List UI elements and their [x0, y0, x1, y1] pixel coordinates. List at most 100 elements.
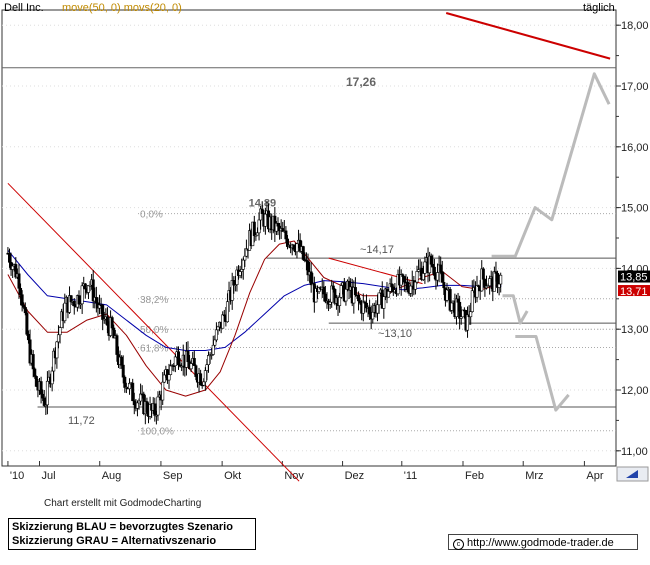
level-label: 17,26 [346, 75, 376, 89]
candle-body [409, 285, 413, 294]
candle-body [497, 283, 501, 288]
candle-body [456, 298, 460, 303]
candle-body [406, 282, 410, 291]
candle-body [309, 271, 313, 286]
candle-body [101, 304, 105, 320]
candle-body [132, 400, 136, 406]
candle-body [202, 381, 206, 386]
candle-body [238, 271, 242, 276]
trendline [328, 257, 423, 285]
trendline [445, 12, 611, 60]
candle-body [121, 364, 125, 378]
candle-body [401, 274, 405, 277]
candle-body [254, 234, 258, 237]
candle-body [442, 282, 446, 289]
x-tick-label: Mrz [525, 470, 543, 482]
source-url-box[interactable]: c http://www.godmode-trader.de [448, 534, 638, 550]
candle-body [344, 289, 348, 302]
candle-body [69, 295, 73, 303]
candle-body [167, 374, 171, 381]
candle-body [260, 208, 264, 214]
candle-body [323, 293, 327, 302]
level-label: ~13,10 [378, 328, 412, 340]
candle-body [330, 285, 334, 303]
y-tick-label: 17,00 [621, 81, 649, 93]
candle-body [23, 307, 27, 314]
candle-body [45, 380, 49, 406]
candle-body [120, 356, 124, 366]
x-tick-label: Apr [586, 470, 603, 482]
candle-body [322, 286, 326, 295]
candle-body [161, 381, 165, 401]
plot-frame [1, 9, 617, 467]
x-tick-label: Aug [102, 470, 122, 482]
legend-gray-scenario: Skizzierung GRAU = Alternativszenario [12, 535, 217, 547]
candle-body [39, 381, 43, 395]
candle-body [94, 297, 98, 304]
candle-body [338, 296, 342, 306]
candle-body [390, 283, 394, 288]
candle-body [421, 273, 425, 280]
candle-body [221, 314, 225, 329]
candle-body [402, 276, 406, 283]
scenario-path-up [491, 72, 611, 258]
x-tick-label: Okt [224, 470, 241, 482]
candle-body [499, 274, 503, 285]
x-tick-label: Dez [345, 470, 365, 482]
candle-body [376, 304, 380, 314]
copyright-icon: c [453, 539, 464, 550]
candle-body [58, 327, 62, 336]
candle-body [243, 255, 247, 261]
candle-body [382, 296, 386, 309]
candle-body [192, 358, 196, 366]
scenario-path-down [502, 294, 529, 325]
candle-body [145, 401, 149, 413]
y-tick-label: 15,00 [621, 203, 649, 215]
candle-body [331, 285, 335, 290]
candle-body [357, 294, 361, 302]
candle-body [257, 219, 261, 234]
candle-body [492, 271, 496, 292]
candle-body [387, 291, 391, 298]
candle-body [162, 374, 166, 383]
last-ma-badge [618, 285, 650, 297]
candle-body [72, 300, 76, 307]
candle-body [488, 278, 492, 287]
candle-body [225, 301, 229, 323]
y-tick-label: 12,00 [621, 385, 649, 397]
candle-body [199, 373, 203, 386]
level-label: ~14,17 [360, 244, 394, 256]
candle-body [301, 246, 305, 260]
candle-body [413, 281, 417, 290]
candle-body [252, 221, 256, 236]
candle-body [123, 376, 127, 388]
candle-body [173, 356, 177, 366]
candle-body [25, 312, 29, 335]
candle-body [63, 302, 67, 322]
candle-body [11, 265, 15, 270]
candle-body [481, 268, 485, 280]
candle-body [105, 316, 109, 326]
candle-body [263, 213, 267, 227]
candle-body [26, 333, 30, 341]
candle-body [368, 307, 372, 315]
candle-body [55, 341, 59, 359]
candle-body [328, 301, 332, 305]
candle-body [50, 370, 54, 385]
candle-body [153, 403, 157, 416]
candle-body [241, 259, 245, 270]
trendline [7, 182, 300, 482]
candle-body [207, 355, 211, 366]
candle-body [436, 272, 440, 281]
candle-body [80, 285, 84, 305]
y-tick-label: 13,00 [621, 324, 649, 336]
candle-body [115, 335, 119, 355]
candle-body [445, 289, 449, 301]
candle-body [448, 289, 452, 311]
x-tick-label: Jul [42, 470, 56, 482]
candle-body [110, 317, 114, 329]
source-url[interactable]: http://www.godmode-trader.de [467, 537, 614, 549]
candle-body [450, 302, 454, 311]
candle-body [20, 294, 24, 306]
fib-label: 100,0% [140, 427, 174, 438]
